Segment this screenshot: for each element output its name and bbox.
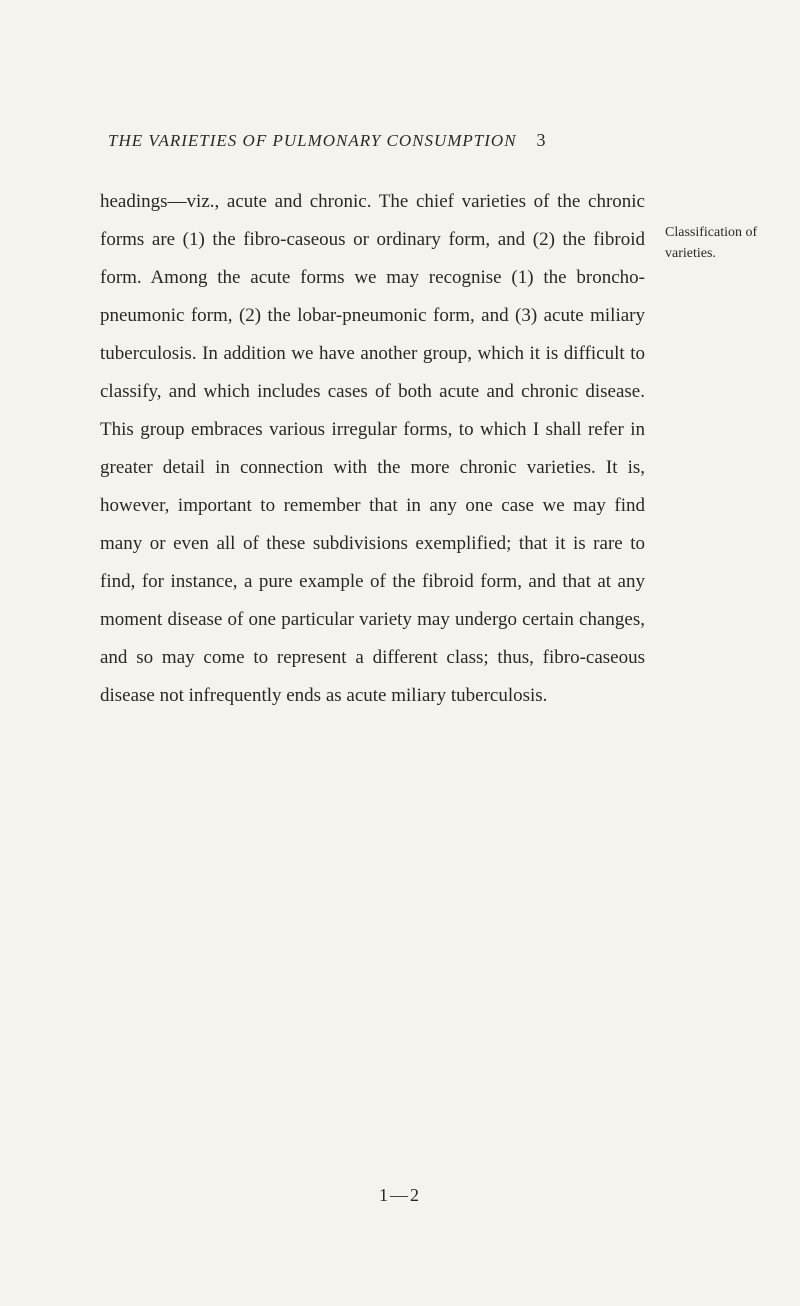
margin-note-classification: Classification of varieties.	[665, 222, 770, 264]
running-header: THE VARIETIES OF PULMONARY CONSUMPTION 3	[100, 130, 700, 151]
header-title: THE VARIETIES OF PULMONARY CONSUMPTION	[108, 131, 517, 151]
signature-mark: 1—2	[379, 1185, 421, 1206]
page-number: 3	[537, 130, 547, 151]
page-container: THE VARIETIES OF PULMONARY CONSUMPTION 3…	[0, 0, 800, 1306]
body-container: headings—viz., acute and chronic. The ch…	[100, 183, 700, 715]
body-paragraph: headings—viz., acute and chronic. The ch…	[100, 183, 645, 715]
